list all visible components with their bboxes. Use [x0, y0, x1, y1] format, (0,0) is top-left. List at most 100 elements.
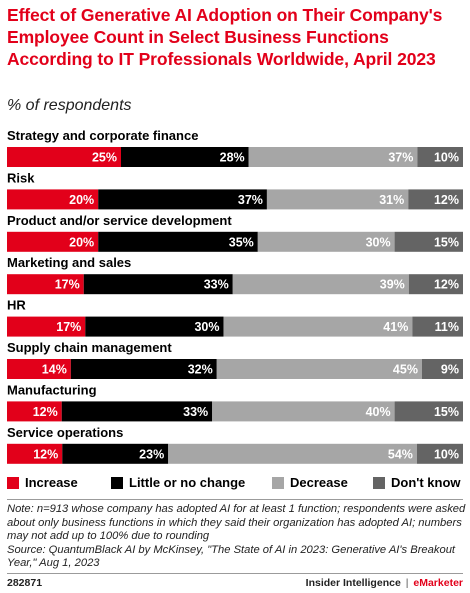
bar-segment-little-or-no-change: [85, 316, 224, 337]
footer-divider: [7, 573, 463, 574]
data-label-little-or-no-change: 32%: [188, 363, 213, 377]
data-label-increase: 17%: [56, 320, 81, 334]
data-label-little-or-no-change: 30%: [194, 320, 219, 334]
bar-segment-decrease: [232, 274, 409, 295]
bar-segment-increase: [7, 147, 121, 167]
chart-subtitle: % of respondents: [7, 97, 132, 114]
bar-row-service-operations: Service operations 12% 23% 54% 10%: [7, 425, 463, 464]
legend-label-increase: Increase: [25, 475, 78, 490]
bar-row-strategy-and-corporate-finance: Strategy and corporate finance 25% 28% 37% 1…: [7, 128, 463, 167]
bar-segment-dont-know: [408, 274, 463, 295]
category-label: HR: [7, 298, 26, 313]
data-label-little-or-no-change: 23%: [139, 447, 164, 461]
category-label: Manufacturing: [7, 382, 97, 397]
data-label-little-or-no-change: 33%: [183, 405, 208, 419]
data-label-increase: 20%: [69, 235, 94, 249]
bar-segment-little-or-no-change: [62, 443, 169, 464]
data-label-little-or-no-change: 37%: [238, 193, 263, 207]
bar-segment-little-or-no-change: [98, 231, 258, 252]
data-label-little-or-no-change: 33%: [204, 278, 229, 292]
bar-segment-little-or-no-change: [70, 359, 217, 379]
data-label-increase: 25%: [92, 151, 117, 165]
category-label: Product and/or service development: [7, 213, 232, 228]
legend-label-little-or-no-change: Little or no change: [129, 475, 246, 490]
bar-row-supply-chain-management: Supply chain management 14% 32% 45% 9%: [7, 340, 463, 379]
note-text: Note: n=913 whose company has adopted AI…: [7, 503, 466, 543]
bar-segment-dont-know: [412, 316, 463, 337]
data-label-little-or-no-change: 35%: [229, 235, 254, 249]
data-label-decrease: 31%: [379, 193, 404, 207]
brand-insider-intelligence: Insider Intelligence: [305, 577, 401, 589]
legend-swatch-little-or-no-change: [111, 476, 123, 489]
bar-segment-dont-know: [421, 359, 463, 379]
chart-title: Effect of Generative AI Adoption on Thei…: [7, 5, 443, 69]
bar-segment-increase: [7, 443, 63, 464]
chart-legend: Increase Little or no change Decrease Do…: [7, 475, 467, 495]
data-label-dont-know: 15%: [434, 235, 459, 249]
legend-item-little-or-no-change: Little or no change: [111, 475, 245, 490]
legend-swatch-increase: [7, 476, 19, 489]
bar-row-hr: HR 17% 30% 41% 11%: [7, 298, 463, 337]
brand-emarketer: eMarketer: [413, 577, 463, 589]
bar-segment-decrease: [168, 443, 417, 464]
data-label-dont-know: 12%: [434, 193, 459, 207]
bar-segment-dont-know: [417, 147, 463, 167]
bar-segment-dont-know: [416, 443, 463, 464]
chart-note: Note: n=913 whose company has adopted AI…: [7, 503, 467, 571]
bar-segment-increase: [7, 401, 62, 422]
category-label: Strategy and corporate finance: [7, 128, 198, 143]
data-label-increase: 12%: [33, 405, 58, 419]
data-label-dont-know: 9%: [441, 363, 459, 377]
bar-segment-increase: [7, 189, 99, 210]
category-label: Risk: [7, 170, 35, 185]
bar-segment-little-or-no-change: [121, 147, 249, 167]
bar-segment-increase: [7, 359, 71, 379]
bar-segment-increase: [7, 274, 84, 295]
data-label-dont-know: 11%: [435, 320, 459, 334]
bar-segment-decrease: [223, 316, 413, 337]
category-label: Marketing and sales: [7, 255, 131, 270]
data-label-increase: 14%: [42, 363, 67, 377]
data-label-increase: 20%: [69, 193, 94, 207]
bar-segment-increase: [7, 231, 99, 252]
note-divider: [7, 499, 463, 500]
bar-row-risk: Risk 20% 37% 31% 12%: [7, 170, 463, 210]
bar-row-product-and-or-service-development: Product and/or service development 20% 35%…: [7, 213, 463, 252]
legend-swatch-decrease: [272, 476, 284, 489]
legend-item-dont-know: Don't know: [373, 475, 461, 490]
bar-segment-decrease: [216, 359, 422, 379]
data-label-decrease: 45%: [393, 363, 418, 377]
bar-segment-decrease: [257, 231, 395, 252]
data-label-decrease: 39%: [380, 278, 405, 292]
bar-segment-decrease: [248, 147, 418, 167]
data-label-decrease: 41%: [383, 320, 408, 334]
source-text: Source: QuantumBlack AI by McKinsey, "Th…: [7, 543, 456, 570]
category-label: Supply chain management: [7, 340, 172, 355]
data-label-dont-know: 12%: [434, 278, 459, 292]
chart-id: 282871: [7, 577, 43, 589]
brand-separator: |: [405, 577, 409, 589]
category-label: Service operations: [7, 425, 123, 440]
legend-item-decrease: Decrease: [272, 475, 348, 490]
data-label-dont-know: 10%: [434, 151, 459, 165]
data-label-little-or-no-change: 28%: [220, 151, 245, 165]
bar-segment-decrease: [212, 401, 395, 422]
data-label-decrease: 40%: [366, 405, 391, 419]
bar-row-marketing-and-sales: Marketing and sales 17% 33% 39% 12%: [7, 255, 463, 295]
brand-footer: Insider Intelligence | eMarketer: [306, 577, 463, 589]
bar-segment-little-or-no-change: [83, 274, 233, 295]
data-label-dont-know: 15%: [434, 405, 459, 419]
bar-segment-little-or-no-change: [61, 401, 213, 422]
legend-swatch-dont-know: [373, 476, 385, 489]
legend-label-dont-know: Don't know: [391, 475, 461, 490]
data-label-decrease: 30%: [366, 235, 391, 249]
bar-segment-dont-know: [394, 401, 463, 422]
bar-segment-dont-know: [408, 189, 463, 210]
bar-segment-dont-know: [394, 231, 463, 252]
bar-row-manufacturing: Manufacturing 12% 33% 40% 15%: [7, 382, 463, 422]
bar-segment-decrease: [266, 189, 409, 210]
data-label-decrease: 37%: [388, 151, 413, 165]
legend-item-increase: Increase: [7, 475, 78, 490]
stacked-bar-chart: Strategy and corporate finance 25% 28% 37% 1…: [7, 128, 463, 464]
data-label-decrease: 54%: [388, 447, 413, 461]
